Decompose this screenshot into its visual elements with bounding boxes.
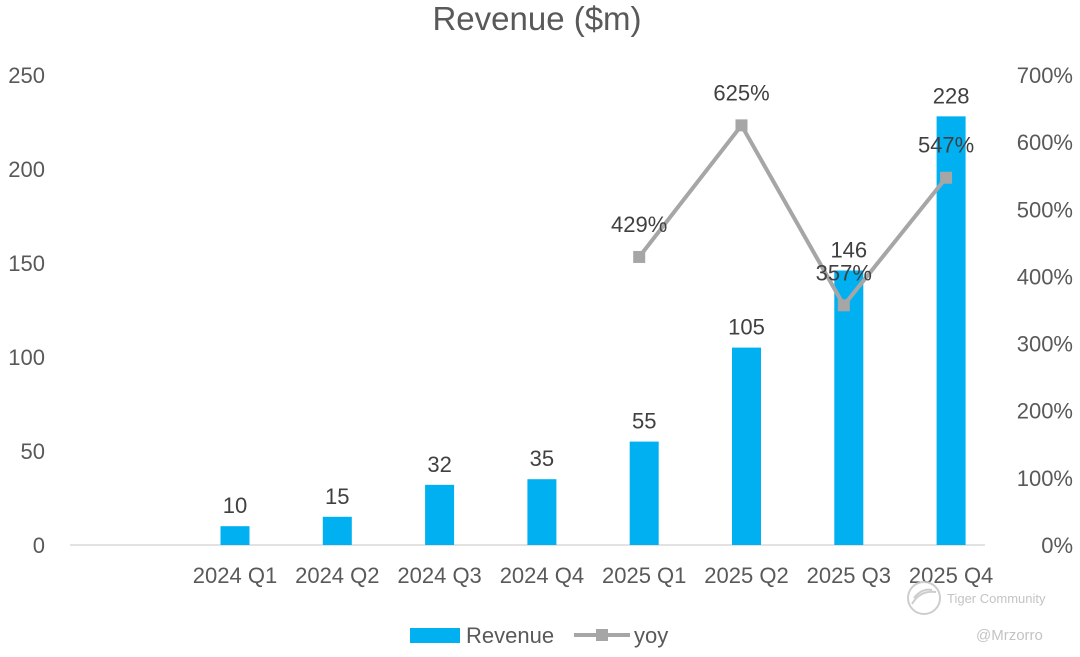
tiger-logo-icon [907, 581, 941, 615]
x-axis-category-label: 2024 Q3 [397, 563, 481, 588]
right-axis-tick-label: 100% [1017, 466, 1073, 491]
revenue-bar [220, 526, 250, 545]
yoy-data-label: 547% [918, 133, 974, 158]
yoy-data-label: 625% [713, 80, 769, 105]
chart-title: Revenue ($m) [432, 0, 641, 37]
left-axis-tick-label: 50 [21, 439, 45, 464]
right-axis-tick-label: 200% [1017, 399, 1073, 424]
yoy-marker [633, 250, 646, 263]
revenue-bar [834, 270, 864, 545]
right-axis-tick-label: 400% [1017, 264, 1073, 289]
x-axis-category-label: 2025 Q3 [807, 563, 891, 588]
legend-revenue-swatch [410, 628, 460, 643]
yoy-data-label: 357% [816, 260, 872, 285]
yoy-data-label: 429% [611, 212, 667, 237]
revenue-bars [220, 116, 966, 546]
yoy-line [637, 121, 948, 309]
revenue-data-label: 105 [728, 315, 765, 340]
left-axis-tick-label: 100 [8, 345, 45, 370]
x-axis-category-label: 2024 Q2 [295, 563, 379, 588]
revenue-bar [527, 479, 557, 545]
revenue-data-label: 35 [530, 446, 554, 471]
yoy-marker [837, 299, 850, 312]
legend-yoy-label: yoy [634, 623, 668, 648]
watermark-brand: Tiger Community [947, 591, 1046, 606]
revenue-data-label: 228 [933, 83, 970, 108]
left-axis-tick-label: 150 [8, 251, 45, 276]
revenue-data-labels: 10 15 32 35 55 105 146 228 [223, 83, 970, 518]
legend-yoy-swatch-marker [596, 629, 608, 641]
revenue-bar [425, 484, 455, 545]
yoy-data-labels: 429% 625% 357% 547% [611, 80, 974, 285]
revenue-data-label: 10 [223, 493, 247, 518]
right-axis-tick-label: 300% [1017, 332, 1073, 357]
legend: Revenue yoy [410, 623, 668, 648]
yoy-marker [735, 119, 748, 132]
revenue-bar [732, 347, 761, 545]
x-axis-category-label: 2025 Q2 [704, 563, 788, 588]
left-axis-tick-label: 200 [8, 157, 45, 182]
revenue-bar [629, 441, 659, 545]
revenue-data-label: 55 [632, 409, 656, 434]
yoy-marker [940, 171, 953, 184]
right-axis-tick-label: 0% [1041, 533, 1073, 558]
watermark: Tiger Community @Mrzorro [907, 581, 1046, 644]
right-axis-tick-label: 600% [1017, 130, 1073, 155]
x-axis-category-label: 2025 Q1 [602, 563, 686, 588]
left-y-axis: 0 50 100 150 200 250 [8, 63, 45, 558]
right-axis-tick-label: 500% [1017, 197, 1073, 222]
yoy-line-series [633, 119, 953, 312]
revenue-bar [322, 516, 352, 545]
revenue-data-label: 32 [427, 452, 451, 477]
right-axis-tick-label: 700% [1017, 63, 1073, 88]
x-axis-category-label: 2025 Q4 [909, 563, 993, 588]
right-y-axis: 0% 100% 200% 300% 400% 500% 600% 700% [1017, 63, 1073, 558]
x-axis-categories: 2024 Q1 2024 Q2 2024 Q3 2024 Q4 2025 Q1 2025 … [193, 563, 994, 588]
revenue-bar [936, 116, 966, 546]
x-axis-category-label: 2024 Q4 [500, 563, 584, 588]
left-axis-tick-label: 250 [8, 63, 45, 88]
left-axis-tick-label: 0 [33, 533, 45, 558]
revenue-data-label: 15 [325, 484, 349, 509]
legend-revenue-label: Revenue [466, 623, 554, 648]
x-axis-category-label: 2024 Q1 [193, 563, 277, 588]
watermark-handle: @Mrzorro [976, 627, 1043, 644]
revenue-data-label: 146 [830, 238, 867, 263]
